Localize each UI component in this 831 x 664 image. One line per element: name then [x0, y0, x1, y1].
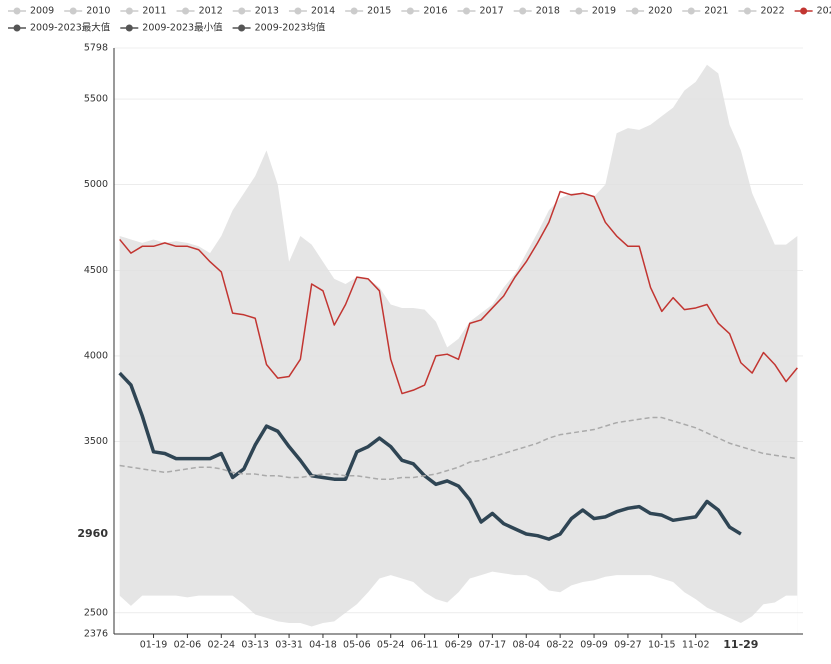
- x-tick-label: 09-27: [614, 640, 642, 651]
- y-tick-label: 3500: [84, 436, 108, 447]
- y-tick-label: 5000: [84, 179, 108, 190]
- legend-marker: [182, 7, 190, 15]
- y-tick-label: 2376: [84, 629, 108, 640]
- legend-item[interactable]: 2016: [401, 6, 448, 17]
- x-tick-label: 04-18: [309, 640, 337, 651]
- legend-marker: [13, 24, 21, 32]
- legend-item[interactable]: 2010: [64, 6, 110, 17]
- y-tick-label: 5798: [84, 43, 108, 54]
- legend-item[interactable]: 2013: [232, 6, 279, 17]
- legend-item[interactable]: 2015: [345, 6, 391, 17]
- legend-label: 2020: [648, 6, 672, 17]
- x-tick-label: 11-02: [682, 640, 710, 651]
- y-tick-label: 4500: [84, 265, 108, 276]
- series-line: [119, 416, 798, 480]
- legend-item[interactable]: 2023: [794, 6, 831, 17]
- legend-item[interactable]: 2018: [513, 6, 560, 17]
- legend-item[interactable]: 2019: [569, 6, 616, 17]
- x-tick-label: 05-24: [377, 640, 405, 651]
- y-pointer-box: [80, 525, 111, 542]
- legend-marker: [687, 7, 695, 15]
- legend-marker: [519, 7, 527, 15]
- legend-item[interactable]: 2009-2023最大值: [8, 22, 111, 34]
- legend-marker: [294, 7, 302, 15]
- x-tick-label: 10-15: [648, 640, 676, 651]
- legend-label: 2012: [199, 6, 223, 17]
- legend-label: 2019: [592, 6, 616, 17]
- x-tick-label: 02-24: [207, 640, 235, 651]
- legend-marker: [238, 24, 246, 32]
- legend-label: 2013: [255, 6, 279, 17]
- y-tick-label: 2500: [84, 607, 108, 618]
- x-tick-label: 02-06: [174, 640, 202, 651]
- legend-label: 2009: [30, 6, 54, 17]
- legend-label: 2016: [423, 6, 447, 17]
- x-tick-label: 01-19: [140, 640, 168, 651]
- x-tick-label: 07-17: [479, 640, 507, 651]
- y-tick-label: 4000: [84, 350, 108, 361]
- legend-label: 2017: [480, 6, 504, 17]
- legend-label: 2022: [760, 6, 784, 17]
- legend-marker: [463, 7, 470, 15]
- legend-marker: [125, 24, 133, 32]
- legend-marker: [69, 7, 77, 15]
- legend-label: 2014: [311, 6, 335, 17]
- x-tick-label: 09-09: [580, 640, 608, 651]
- series-line: [118, 371, 742, 541]
- y-tick-label: 5500: [84, 94, 108, 105]
- legend-marker: [800, 7, 808, 15]
- legend-marker: [575, 7, 583, 15]
- legend-label: 2018: [536, 6, 560, 17]
- y-pointer-label: 2960: [77, 527, 108, 540]
- legend-item[interactable]: 2014: [288, 6, 335, 17]
- legend-label: 2010: [86, 6, 110, 17]
- legend-item[interactable]: 2009-2023最小值: [120, 22, 223, 34]
- legend-marker: [406, 7, 414, 15]
- x-tick-label: 03-13: [241, 640, 269, 651]
- x-tick-label: 05-06: [343, 640, 371, 651]
- x-tick-label: 08-04: [512, 640, 540, 651]
- x-tick-label: 08-22: [546, 640, 574, 651]
- legend-item[interactable]: 2011: [120, 6, 167, 17]
- legend-label: 2023: [817, 6, 831, 17]
- y-pointer: 2960: [77, 525, 111, 542]
- x-pointer-label: 11-29: [723, 638, 758, 651]
- legend-marker: [13, 7, 21, 15]
- x-tick-label: 03-31: [275, 640, 303, 651]
- series-line: [119, 190, 798, 395]
- legend-item[interactable]: 2017: [457, 6, 504, 17]
- legend-item[interactable]: 2021: [682, 6, 728, 17]
- legend-item[interactable]: 2020: [626, 6, 672, 17]
- legend-item[interactable]: 2009-2023均值: [232, 22, 326, 34]
- legend-marker: [631, 7, 639, 15]
- legend-label: 2015: [367, 6, 391, 17]
- band-area: [119, 64, 798, 635]
- legend-item[interactable]: 2012: [176, 6, 223, 17]
- legend-item[interactable]: 2009: [8, 6, 54, 17]
- legend-marker: [238, 7, 246, 15]
- x-pointer-box: [722, 637, 759, 653]
- legend-label: 2009-2023最小值: [142, 22, 223, 34]
- legend-label: 2011: [142, 6, 166, 17]
- legend-label: 2021: [704, 6, 728, 17]
- x-tick-label: 06-11: [411, 640, 439, 651]
- band-area: [119, 571, 798, 634]
- x-tick-label: 06-29: [445, 640, 473, 651]
- legend-marker: [743, 7, 751, 15]
- legend-item[interactable]: 2022: [738, 6, 785, 17]
- legend-marker: [125, 7, 133, 15]
- legend-marker: [350, 7, 358, 15]
- legend-label: 2009-2023均值: [255, 22, 326, 34]
- legend-label: 2009-2023最大值: [30, 22, 111, 34]
- x-pointer: 11-29: [722, 637, 759, 653]
